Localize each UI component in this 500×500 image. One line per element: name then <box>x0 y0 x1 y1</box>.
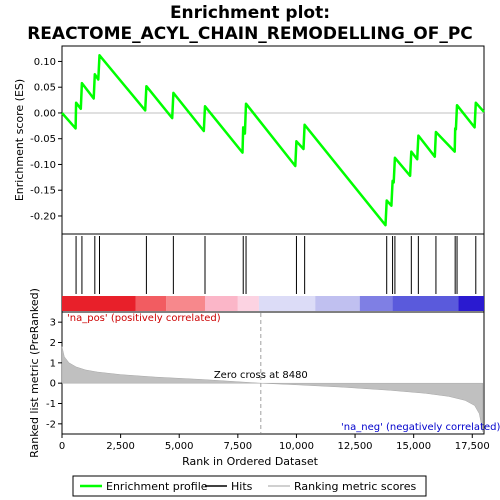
chart-title-line1: Enrichment plot: <box>170 3 330 23</box>
x-tick-label: 12,500 <box>338 441 373 452</box>
colorbar-segment <box>359 296 393 311</box>
colorbar-segment <box>166 296 206 311</box>
metric-panel-frame <box>61 311 485 435</box>
es-y-axis: 0.10 0.05 0.00 -0.05 -0.10 -0.15 -0.20 <box>30 57 62 222</box>
colorbar-segment <box>458 296 484 311</box>
metric-panel: Zero cross at 8480 'na_pos' (positively … <box>28 288 500 468</box>
metric-y-tick-label: 0 <box>50 379 56 390</box>
colorbar-segment <box>237 296 259 311</box>
chart-title-line2: REACTOME_ACYL_CHAIN_REMODELLING_OF_PC <box>27 24 473 44</box>
es-y-tick-label: -0.05 <box>30 134 56 145</box>
zero-cross-label: Zero cross at 8480 <box>214 370 308 381</box>
legend: Enrichment profile Hits Ranking metric sco… <box>72 475 427 497</box>
metric-y-tick-label: 1 <box>50 358 56 369</box>
metric-y-tick-label: 3 <box>50 318 56 329</box>
x-tick-label: 7,500 <box>224 441 253 452</box>
x-tick-label: 10,000 <box>279 441 314 452</box>
colorbar-segment <box>392 296 459 311</box>
colorbar-segment <box>205 296 238 311</box>
positive-correlated-label: 'na_pos' (positively correlated) <box>67 313 221 324</box>
es-y-tick-label: -0.10 <box>30 160 56 171</box>
x-tick-label: 5,000 <box>165 441 194 452</box>
x-tick-label: 15,000 <box>396 441 431 452</box>
x-axis-label: Rank in Ordered Dataset <box>182 455 319 468</box>
ranking-metric-area <box>61 346 484 433</box>
hits-panel <box>61 233 485 313</box>
enrichment-profile-line <box>61 54 485 227</box>
x-tick-label: 2,500 <box>106 441 135 452</box>
metric-y-label: Ranked list metric (PreRanked) <box>28 288 41 458</box>
es-panel-frame <box>61 45 485 235</box>
es-y-tick-label: -0.20 <box>30 211 56 222</box>
es-y-tick-label: 0.05 <box>34 83 56 94</box>
colorbar-segment <box>315 296 360 311</box>
colorbar-segment <box>62 296 136 311</box>
metric-x-axis: 0 2,500 5,000 7,500 10,000 12,500 15,000 17,500 <box>59 434 490 452</box>
legend-label: Enrichment profile <box>106 480 208 493</box>
hit-lines <box>75 236 477 294</box>
metric-y-tick-label: -2 <box>46 419 56 430</box>
colorbar-segment <box>258 296 316 311</box>
negative-correlated-label: 'na_neg' (negatively correlated) <box>341 422 500 433</box>
x-tick-label: 17,500 <box>455 441 490 452</box>
colorbar-segment <box>135 296 167 311</box>
es-y-tick-label: 0.00 <box>34 108 56 119</box>
es-y-tick-label: -0.15 <box>30 186 56 197</box>
legend-label: Ranking metric scores <box>294 480 416 493</box>
metric-y-axis: 3 2 1 0 -1 -2 <box>46 318 62 430</box>
es-y-label: Enrichment score (ES) <box>13 79 26 201</box>
x-tick-label: 0 <box>59 441 65 452</box>
metric-y-tick-label: 2 <box>50 338 56 349</box>
legend-box <box>72 475 427 497</box>
legend-label: Hits <box>231 480 253 493</box>
es-panel: 0.10 0.05 0.00 -0.05 -0.10 -0.15 -0.20 Enrichm… <box>13 45 485 235</box>
ranked-colorbar <box>62 296 484 311</box>
metric-y-tick-label: -1 <box>46 399 56 410</box>
es-y-tick-label: 0.10 <box>34 57 56 68</box>
